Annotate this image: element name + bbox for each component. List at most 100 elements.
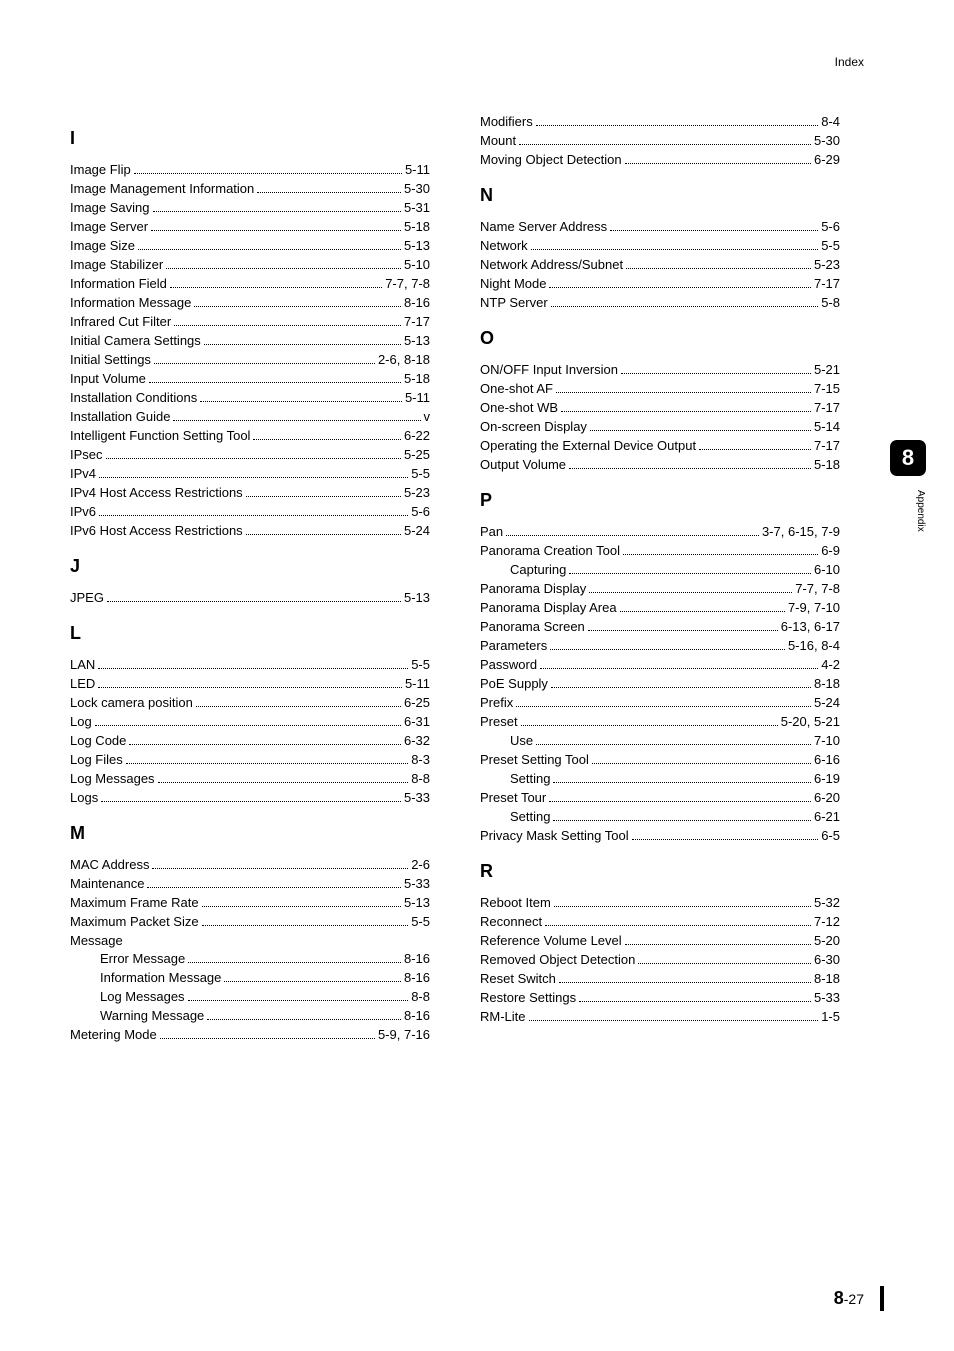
index-entry: Preset Setting Tool 6-16	[480, 753, 840, 767]
index-entry: Night Mode 7-17	[480, 277, 840, 291]
leader-dots	[620, 605, 785, 613]
index-term: Input Volume	[70, 372, 146, 385]
index-term: Preset Setting Tool	[480, 753, 589, 766]
index-entry: Installation Conditions 5-11	[70, 391, 430, 405]
section-letter: P	[480, 490, 840, 511]
footer-chapter: 8	[834, 1288, 844, 1308]
leader-dots	[196, 700, 401, 708]
index-page: 6-32	[404, 734, 430, 747]
left-column: IImage Flip 5-11Image Management Informa…	[70, 110, 430, 1047]
index-entry: Parameters 5-16, 8-4	[480, 639, 840, 653]
index-entry: Image Stabilizer 5-10	[70, 258, 430, 272]
index-entry: Metering Mode 5-9, 7-16	[70, 1028, 430, 1042]
index-term: Log Files	[70, 753, 123, 766]
index-page: 5-24	[814, 696, 840, 709]
index-term: IPv6	[70, 505, 96, 518]
leader-dots	[623, 548, 818, 556]
leader-dots	[153, 205, 401, 213]
index-page: 5-5	[411, 915, 430, 928]
index-page: 5-13	[404, 591, 430, 604]
leader-dots	[174, 319, 401, 327]
leader-dots	[207, 1013, 401, 1021]
leader-dots	[138, 243, 401, 251]
index-page: 5-18	[404, 372, 430, 385]
index-term: Warning Message	[100, 1009, 204, 1022]
index-page: 5-11	[405, 163, 430, 176]
leader-dots	[516, 700, 811, 708]
section-letter: O	[480, 328, 840, 349]
index-term: Output Volume	[480, 458, 566, 471]
page: Index IImage Flip 5-11Image Management I…	[0, 0, 954, 1351]
index-page: 8-16	[404, 952, 430, 965]
index-page: 8-16	[404, 971, 430, 984]
index-term: Information Message	[70, 296, 191, 309]
index-term: Operating the External Device Output	[480, 439, 696, 452]
index-entry: Panorama Screen 6-13, 6-17	[480, 620, 840, 634]
index-term: Maintenance	[70, 877, 144, 890]
index-term: Setting	[510, 772, 550, 785]
index-term: Reference Volume Level	[480, 934, 622, 947]
leader-dots	[202, 900, 401, 908]
index-term: Panorama Creation Tool	[480, 544, 620, 557]
leader-dots	[553, 776, 810, 784]
index-page: 6-22	[404, 429, 430, 442]
index-term: Mount	[480, 134, 516, 147]
leader-dots	[626, 262, 811, 270]
index-term: Network Address/Subnet	[480, 258, 623, 271]
index-page: 5-13	[404, 334, 430, 347]
index-page: 4-2	[821, 658, 840, 671]
index-page: 6-20	[814, 791, 840, 804]
index-entry: RM-Lite 1-5	[480, 1010, 840, 1024]
index-term: IPv6 Host Access Restrictions	[70, 524, 243, 537]
leader-dots	[134, 167, 402, 175]
index-term: One-shot AF	[480, 382, 553, 395]
leader-dots	[519, 138, 811, 146]
footer-bar	[880, 1286, 884, 1311]
leader-dots	[540, 662, 818, 670]
index-entry: Capturing 6-10	[480, 563, 840, 577]
index-page: 8-16	[404, 296, 430, 309]
index-page: 5-20	[814, 934, 840, 947]
leader-dots	[126, 757, 408, 765]
index-entry: LED 5-11	[70, 677, 430, 691]
leader-dots	[200, 395, 402, 403]
index-page: 7-10	[814, 734, 840, 747]
leader-dots	[625, 938, 811, 946]
index-page: 8-18	[814, 972, 840, 985]
index-page: 8-18	[814, 677, 840, 690]
index-term: IPv4	[70, 467, 96, 480]
index-page: 8-8	[411, 990, 430, 1003]
index-page: 5-5	[821, 239, 840, 252]
index-entry: Warning Message 8-16	[70, 1009, 430, 1023]
index-page: 5-25	[404, 448, 430, 461]
index-entry: Image Management Information 5-30	[70, 182, 430, 196]
index-entry: Prefix 5-24	[480, 696, 840, 710]
index-term: Maximum Packet Size	[70, 915, 199, 928]
leader-dots	[536, 738, 811, 746]
leader-dots	[554, 900, 811, 908]
index-page: 6-21	[814, 810, 840, 823]
index-term: Panorama Display Area	[480, 601, 617, 614]
chapter-tab-text: Appendix	[890, 490, 926, 532]
index-page: 5-32	[814, 896, 840, 909]
index-page: 5-33	[814, 991, 840, 1004]
leader-dots	[101, 795, 401, 803]
index-entry: Preset Tour 6-20	[480, 791, 840, 805]
leader-dots	[173, 414, 420, 422]
index-entry: Log Messages 8-8	[70, 990, 430, 1004]
index-term: Log Messages	[100, 990, 185, 1003]
index-page: 5-16, 8-4	[788, 639, 840, 652]
index-page: 5-6	[411, 505, 430, 518]
index-term: Lock camera position	[70, 696, 193, 709]
leader-dots	[204, 338, 401, 346]
index-entry: Information Field 7-7, 7-8	[70, 277, 430, 291]
index-term: Image Stabilizer	[70, 258, 163, 271]
index-entry: Intelligent Function Setting Tool 6-22	[70, 429, 430, 443]
index-page: 7-12	[814, 915, 840, 928]
header-label: Index	[835, 55, 864, 69]
index-term: Reboot Item	[480, 896, 551, 909]
leader-dots	[98, 662, 408, 670]
index-term: Image Size	[70, 239, 135, 252]
index-entry: Use 7-10	[480, 734, 840, 748]
leader-dots	[188, 956, 401, 964]
